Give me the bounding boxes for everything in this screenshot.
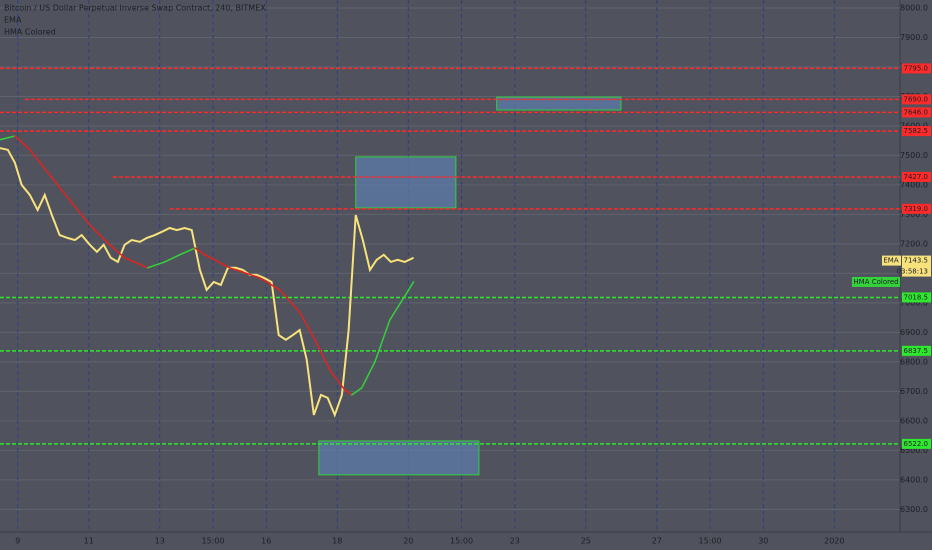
y-tick-label: 6300.0	[900, 505, 928, 514]
x-tick-label: 25	[581, 537, 591, 546]
last-value: 7143.5	[904, 257, 929, 265]
y-tick-label: 6500.0	[900, 446, 928, 455]
x-tick-label: 16	[261, 537, 271, 546]
line-segment	[163, 254, 181, 263]
line-segment	[29, 149, 51, 176]
price-tag-label: 6522.0	[904, 440, 929, 448]
line-segment	[343, 389, 353, 396]
y-tick-label: 6600.0	[900, 416, 928, 425]
zone	[496, 96, 622, 111]
price-tag-label: 7646.0	[904, 108, 929, 116]
line-segment	[108, 244, 126, 259]
y-tick-label: 7400.0	[900, 180, 928, 189]
price-tag	[902, 292, 931, 303]
line-segment	[0, 135, 16, 141]
price-tag	[902, 107, 931, 118]
price-tag	[902, 126, 931, 137]
line-segment	[178, 247, 196, 256]
price-tag	[902, 171, 931, 182]
line-segment	[298, 311, 316, 341]
x-tick-label: 15:00	[699, 537, 722, 546]
price-tag	[902, 63, 931, 74]
price-tag	[902, 438, 931, 449]
line-segment	[68, 199, 91, 226]
y-tick-label: 7500.0	[900, 151, 928, 160]
line-segment	[14, 135, 31, 151]
y-tick-label: 7000.0	[900, 298, 928, 307]
x-tick-label: 2020	[824, 537, 844, 546]
line-segment	[89, 224, 111, 246]
series-tag	[852, 276, 900, 287]
x-tick-label: 20	[403, 537, 413, 546]
line-segment	[351, 387, 363, 396]
line-segment	[48, 174, 71, 201]
x-tick-label: 23	[510, 537, 520, 546]
price-tag-label: 6837.5	[904, 347, 929, 355]
y-tick-label: 6900.0	[900, 328, 928, 337]
zone	[355, 156, 457, 209]
price-tag	[902, 94, 931, 105]
price-tag-label: 7319.0	[904, 205, 929, 213]
legend-entry: EMA	[4, 16, 22, 25]
price-tag-label: 7018.5	[904, 293, 929, 301]
y-tick-label: 7300.0	[900, 210, 928, 219]
line-segment	[361, 361, 376, 389]
price-tag-label: 7690.0	[904, 95, 929, 103]
x-tick-label: 11	[84, 537, 94, 546]
line-segment	[314, 339, 331, 371]
price-tag-label: 7582.5	[904, 127, 929, 135]
line-series	[0, 147, 415, 418]
price-tag	[902, 345, 931, 356]
last-name-tag	[882, 255, 901, 266]
y-tick-label: 8000.0	[900, 3, 928, 12]
zone	[318, 440, 480, 476]
x-tick-label: 15:00	[450, 537, 473, 546]
line-segment	[389, 281, 415, 321]
y-tick-label: 7600.0	[900, 121, 928, 130]
x-tick-label: 18	[332, 537, 342, 546]
y-tick-label: 6800.0	[900, 357, 928, 366]
price-tag-label: 7427.0	[904, 173, 929, 181]
y-tick-label: 7900.0	[900, 33, 928, 42]
legend-entry: HMA Colored	[4, 28, 56, 37]
countdown: 03:58:13	[897, 268, 928, 276]
x-tick-label: 15:00	[201, 537, 224, 546]
line-segment	[329, 369, 346, 391]
line-segment	[194, 247, 206, 256]
x-tick-label: 30	[758, 537, 768, 546]
line-segment	[279, 289, 301, 313]
last-name: EMA	[883, 257, 898, 265]
x-tick-label: 9	[15, 537, 20, 546]
chart-title: Bitcoin / US Dollar Perpetual Inverse Sw…	[4, 4, 266, 13]
series-tag-label: HMA Colored	[853, 278, 898, 286]
line-segment	[228, 267, 261, 279]
y-tick-label: 7200.0	[900, 239, 928, 248]
line-segment	[204, 254, 231, 269]
line-segment	[259, 277, 281, 291]
line-segment	[374, 319, 391, 363]
y-tick-label: 6700.0	[900, 387, 928, 396]
x-tick-label: 27	[652, 537, 662, 546]
price-tag-label: 7795.0	[904, 64, 929, 72]
y-tick-label: 6400.0	[900, 475, 928, 484]
price-tag	[902, 203, 931, 214]
x-tick-label: 13	[155, 537, 165, 546]
line-segment	[123, 257, 149, 269]
last-value-tag	[902, 255, 931, 277]
line-segment	[146, 261, 166, 269]
